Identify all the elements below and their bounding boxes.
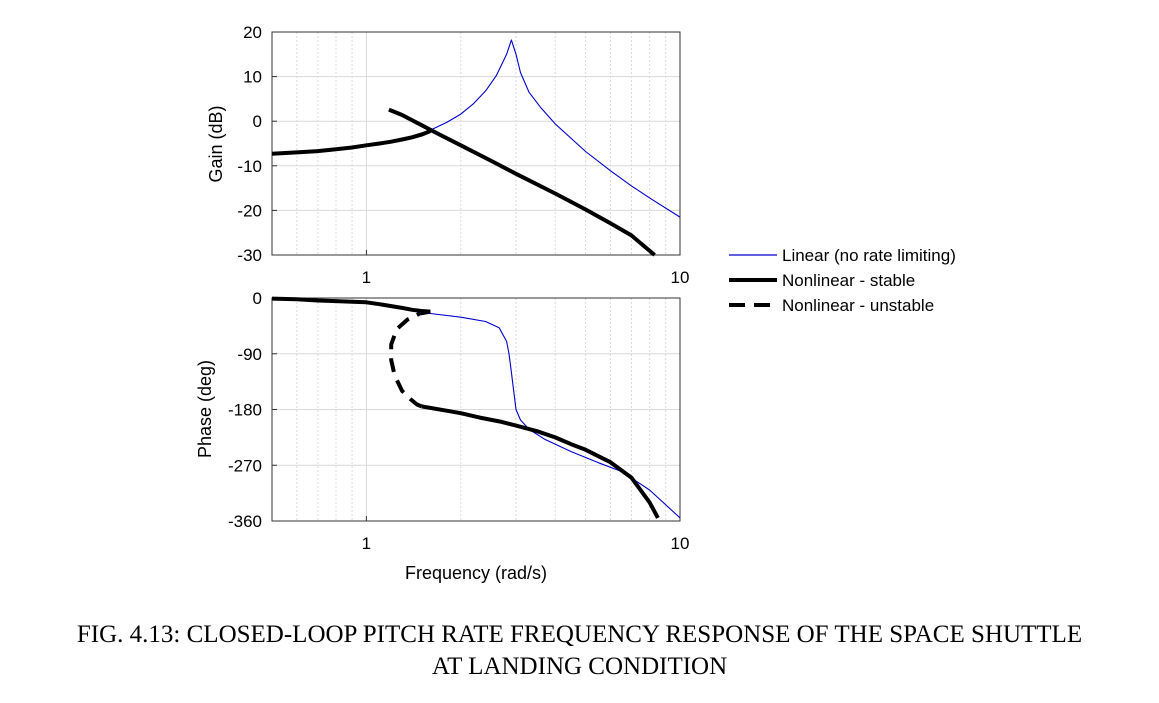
gain-y-tick-label: -20	[237, 201, 262, 220]
phase-ticks: 0 -90 -180 -270 -360 1 10	[228, 289, 689, 553]
gain-series-line	[271, 39, 681, 218]
phase-x-tick-label: 1	[362, 534, 371, 553]
gain-series-line	[388, 107, 656, 257]
phase-series-line	[271, 296, 431, 314]
phase-grid	[272, 298, 680, 521]
gain-y-tick-label: 20	[243, 23, 262, 42]
legend-label-nonlinear-stable: Nonlinear - stable	[782, 271, 915, 290]
figure-caption-line-2: AT LANDING CONDITION	[431, 653, 728, 680]
gain-grid	[272, 32, 680, 255]
gain-panel: 20 10 0 -10 -20 -30 1 10 Gain (dB)	[206, 23, 689, 287]
legend-label-nonlinear-unstable: Nonlinear - unstable	[782, 296, 934, 315]
phase-y-axis-title: Phase (deg)	[195, 360, 215, 458]
figure-caption-line-1: FIG. 4.13: CLOSED-LOOP PITCH RATE FREQUE…	[76, 621, 1083, 648]
gain-y-tick-label: -10	[237, 157, 262, 176]
phase-x-tick-label: 10	[671, 534, 690, 553]
gain-ticks: 20 10 0 -10 -20 -30 1 10	[237, 23, 689, 287]
phase-series-line	[421, 404, 660, 519]
phase-y-tick-label: 0	[253, 289, 262, 308]
phase-y-tick-label: -270	[228, 456, 262, 475]
gain-series	[271, 39, 681, 257]
phase-y-tick-label: -180	[228, 401, 262, 420]
gain-y-axis-title: Gain (dB)	[206, 105, 226, 182]
phase-series-line	[271, 298, 681, 519]
x-axis-title: Frequency (rad/s)	[405, 563, 547, 583]
phase-y-tick-label: -360	[228, 512, 262, 531]
legend-label-linear: Linear (no rate limiting)	[782, 246, 956, 265]
gain-series-line	[271, 129, 432, 156]
gain-y-tick-label: 10	[243, 68, 262, 87]
phase-series	[271, 296, 681, 519]
phase-panel: 0 -90 -180 -270 -360 1 10 Phase (deg) Frequenc…	[195, 289, 689, 583]
gain-y-tick-label: 0	[253, 112, 262, 131]
gain-y-tick-label: -30	[237, 246, 262, 265]
phase-series-line	[389, 309, 431, 409]
legend: Linear (no rate limiting) Nonlinear - st…	[729, 246, 956, 315]
gain-plot-area	[271, 31, 681, 256]
gain-x-tick-label: 10	[671, 268, 690, 287]
phase-y-tick-label: -90	[237, 345, 262, 364]
gain-x-tick-label: 1	[362, 268, 371, 287]
